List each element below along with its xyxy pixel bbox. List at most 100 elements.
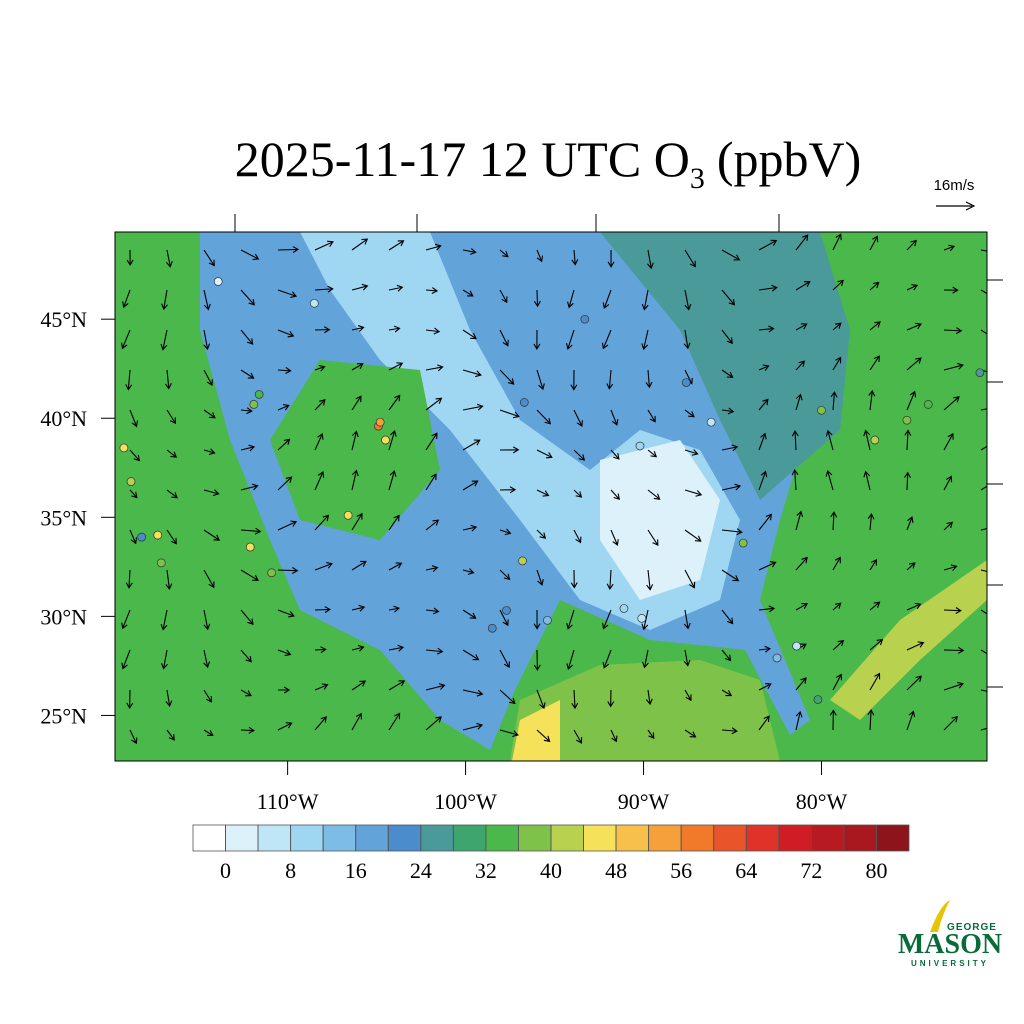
wind-arrow	[425, 565, 439, 572]
wind-arrow	[602, 609, 612, 630]
wind-arrow	[203, 569, 215, 589]
wind-arrow	[533, 609, 541, 630]
station	[738, 538, 748, 548]
wind-arrow	[277, 246, 300, 254]
colorbar-box	[322, 824, 357, 852]
wind-arrow	[832, 639, 845, 651]
station	[245, 542, 255, 552]
logo-flame	[930, 900, 950, 932]
wind-arrow	[573, 449, 586, 461]
wind-arrow	[684, 249, 696, 268]
wind-arrow	[869, 672, 881, 691]
y-tick-label: 30°N	[40, 604, 87, 629]
station	[792, 641, 801, 651]
x-tick-label: 80°W	[796, 789, 848, 814]
x-tick-label: 100°W	[434, 789, 497, 814]
wind-arrow	[566, 609, 575, 630]
colorbar-box	[778, 824, 812, 852]
station	[119, 443, 129, 453]
wind-arrow	[795, 710, 803, 731]
colorbar-tick-label: 32	[475, 858, 497, 883]
wind-arrow	[943, 681, 964, 691]
wind-arrow	[240, 649, 252, 663]
station	[381, 435, 390, 445]
wind-arrow	[240, 444, 256, 452]
colorbar-box	[420, 824, 454, 852]
wind-arrow	[943, 327, 963, 335]
wind-arrow	[795, 234, 809, 251]
wind-arrow	[647, 729, 655, 740]
y-tick-label: 25°N	[40, 703, 87, 728]
lowest-ozone-patch	[600, 440, 720, 600]
wind-arrow	[758, 645, 772, 653]
wind-arrow	[606, 569, 614, 591]
wind-arrow	[980, 369, 987, 373]
wind-arrow	[758, 432, 767, 451]
wind-arrow	[425, 473, 437, 491]
wind-arrow	[647, 409, 656, 423]
wind-arrow	[607, 689, 615, 708]
wind-arrow	[943, 396, 960, 411]
wind-arrow	[240, 329, 254, 345]
wind-arrow	[203, 369, 213, 387]
wind-arrow	[721, 249, 741, 261]
wind-arrow	[869, 281, 880, 291]
wind-arrow	[795, 556, 808, 571]
wind-arrow	[980, 329, 987, 335]
wind-arrow	[610, 529, 619, 546]
wind-arrow	[602, 649, 612, 669]
station	[249, 400, 259, 409]
wind-arrow	[832, 279, 844, 291]
wind-arrow	[795, 677, 807, 691]
wind-arrow	[351, 512, 363, 531]
wind-arrow	[906, 239, 917, 251]
wind-arrow	[126, 249, 134, 267]
wind-arrow	[980, 609, 987, 615]
wind-arrow	[277, 438, 291, 451]
title: 2025-11-17 12 UTC O3 (ppbV)	[235, 131, 861, 195]
wind-arrow	[277, 567, 299, 574]
colorbar-box	[290, 824, 324, 852]
title-subscript: 3	[690, 162, 705, 195]
wind-arrow	[462, 248, 477, 255]
wind-arrow	[203, 448, 216, 456]
wind-arrow	[721, 407, 735, 415]
station	[153, 530, 163, 540]
stations	[119, 277, 985, 704]
wind-arrow	[758, 715, 770, 731]
colorbar-box	[745, 824, 780, 852]
wind-arrow	[758, 284, 778, 292]
wind-arrow	[314, 471, 325, 491]
wind-arrow	[571, 249, 579, 266]
wind-arrow	[980, 569, 987, 573]
wind-arrow	[943, 521, 954, 531]
wind-arrow	[570, 569, 578, 589]
station	[635, 441, 645, 451]
wind-arrow	[166, 529, 177, 545]
wind-arrow	[314, 364, 326, 372]
wind-arrow	[980, 289, 987, 295]
wind-arrow	[125, 369, 133, 391]
logo-bottom: UNIVERSITY	[911, 959, 989, 968]
colorbar-tick-label: 56	[670, 858, 692, 883]
wind-arrow	[240, 569, 259, 581]
wind-arrow	[610, 449, 620, 460]
wind-arrow	[867, 512, 875, 531]
wind-arrow	[240, 369, 255, 379]
wind-arrow	[943, 432, 954, 451]
wind-arrow	[277, 404, 290, 411]
wind-arrow	[943, 244, 956, 252]
wind-arrow	[240, 527, 262, 535]
wind-arrow	[462, 609, 477, 619]
wind-arrow	[462, 480, 479, 491]
wind-arrow	[610, 729, 618, 743]
wind-arrow	[388, 562, 403, 571]
y-tick-label: 45°N	[40, 307, 87, 332]
wind-arrow	[499, 409, 520, 419]
wind-arrow	[645, 689, 653, 706]
wind-arrow	[462, 369, 482, 378]
wind-arrow	[314, 562, 333, 571]
rockies-patch	[270, 360, 440, 540]
wind-arrow	[277, 609, 295, 618]
wind-arrow	[499, 569, 511, 581]
